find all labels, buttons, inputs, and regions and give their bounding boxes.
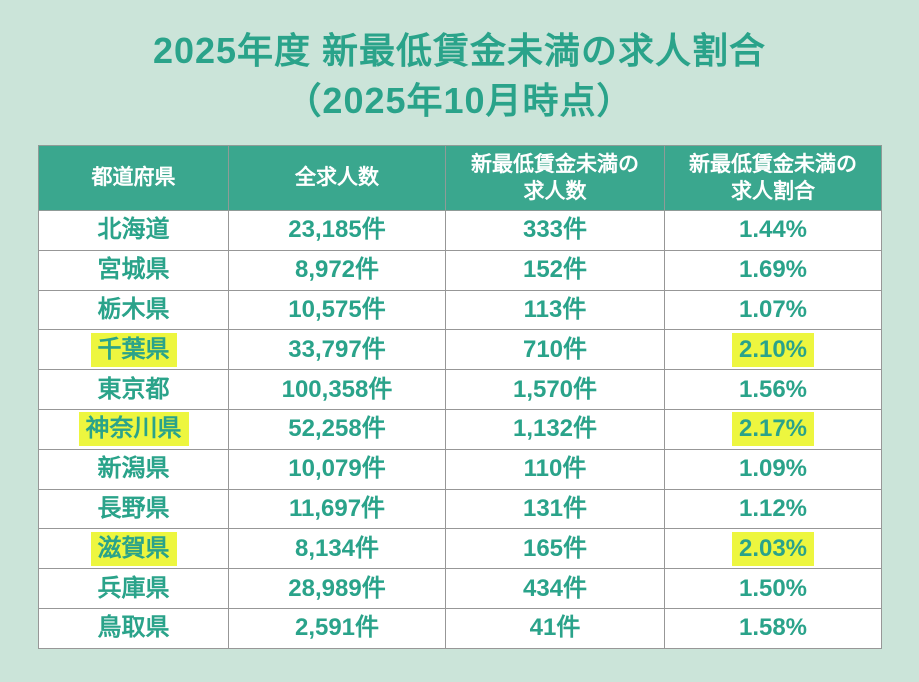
cell-total-jobs: 33,797件 <box>228 329 446 371</box>
cell-below-count: 113件 <box>445 289 665 331</box>
header-total-jobs: 全求人数 <box>228 145 446 211</box>
cell-below-count: 333件 <box>445 210 665 251</box>
cell-total-jobs: 11,697件 <box>228 488 446 530</box>
cell-total-jobs: 2,591件 <box>228 607 446 649</box>
cell-below-ratio: 2.10% <box>664 329 882 371</box>
table-body: 北海道 23,185件 333件 1.44% 宮城県 8,972件 152件 1.69% 栃木県… <box>38 210 882 649</box>
table-row: 東京都 100,358件 1,570件 1.56% <box>38 369 882 410</box>
cell-below-count: 710件 <box>445 329 665 371</box>
cell-below-ratio: 1.07% <box>664 289 882 331</box>
cell-below-count: 41件 <box>445 607 665 649</box>
cell-total-jobs: 52,258件 <box>228 408 446 450</box>
cell-below-ratio: 1.12% <box>664 488 882 530</box>
header-below-ratio: 新最低賃金未満の 求人割合 <box>664 145 882 211</box>
cell-below-count: 1,132件 <box>445 408 665 450</box>
cell-total-jobs: 10,079件 <box>228 448 446 490</box>
cell-prefecture: 新潟県 <box>38 448 229 490</box>
table-row: 新潟県 10,079件 110件 1.09% <box>38 448 882 490</box>
cell-below-ratio: 1.58% <box>664 607 882 649</box>
cell-total-jobs: 23,185件 <box>228 210 446 251</box>
cell-prefecture: 北海道 <box>38 210 229 251</box>
cell-below-ratio: 1.09% <box>664 448 882 490</box>
cell-prefecture: 鳥取県 <box>38 607 229 649</box>
table-header-row: 都道府県 全求人数 新最低賃金未満の 求人数 新最低賃金未満の 求人割合 <box>38 145 882 211</box>
highlight-mark: 神奈川県 <box>78 412 189 447</box>
page-title: 2025年度 新最低賃金未満の求人割合 （2025年10月時点） <box>0 26 919 125</box>
cell-total-jobs: 8,134件 <box>228 528 446 570</box>
cell-total-jobs: 10,575件 <box>228 289 446 331</box>
cell-below-count: 434件 <box>445 568 665 609</box>
cell-prefecture: 東京都 <box>38 369 229 410</box>
table-row: 長野県 11,697件 131件 1.12% <box>38 488 882 530</box>
highlight-mark: 2.03% <box>731 531 815 566</box>
cell-prefecture: 滋賀県 <box>38 528 229 570</box>
cell-below-ratio: 1.44% <box>664 210 882 251</box>
highlight-mark: 2.10% <box>731 332 815 367</box>
cell-below-count: 152件 <box>445 249 665 291</box>
cell-below-count: 131件 <box>445 488 665 530</box>
table-row: 神奈川県 52,258件 1,132件 2.17% <box>38 408 882 450</box>
highlight-mark: 千葉県 <box>90 332 177 367</box>
cell-total-jobs: 8,972件 <box>228 249 446 291</box>
cell-prefecture: 宮城県 <box>38 249 229 291</box>
cell-below-count: 165件 <box>445 528 665 570</box>
table-row: 鳥取県 2,591件 41件 1.58% <box>38 607 882 649</box>
header-prefecture: 都道府県 <box>38 145 229 211</box>
cell-below-count: 110件 <box>445 448 665 490</box>
cell-prefecture: 長野県 <box>38 488 229 530</box>
page-title-line2: （2025年10月時点） <box>285 79 634 121</box>
cell-below-count: 1,570件 <box>445 369 665 410</box>
header-below-count: 新最低賃金未満の 求人数 <box>445 145 665 211</box>
cell-below-ratio: 2.03% <box>664 528 882 570</box>
cell-total-jobs: 28,989件 <box>228 568 446 609</box>
cell-prefecture: 千葉県 <box>38 329 229 371</box>
table-row: 栃木県 10,575件 113件 1.07% <box>38 289 882 331</box>
highlight-mark: 滋賀県 <box>90 531 177 566</box>
table-row: 兵庫県 28,989件 434件 1.50% <box>38 568 882 609</box>
page-title-line1: 2025年度 新最低賃金未満の求人割合 <box>152 30 767 71</box>
table-row: 滋賀県 8,134件 165件 2.03% <box>38 528 882 570</box>
highlight-mark: 2.17% <box>731 412 815 447</box>
minimum-wage-table: 都道府県 全求人数 新最低賃金未満の 求人数 新最低賃金未満の 求人割合 北海道… <box>38 145 882 649</box>
cell-below-ratio: 1.69% <box>664 249 882 291</box>
cell-below-ratio: 2.17% <box>664 408 882 450</box>
cell-below-ratio: 1.50% <box>664 568 882 609</box>
cell-prefecture: 兵庫県 <box>38 568 229 609</box>
table-row: 宮城県 8,972件 152件 1.69% <box>38 249 882 291</box>
table-row: 千葉県 33,797件 710件 2.10% <box>38 329 882 371</box>
cell-total-jobs: 100,358件 <box>228 369 446 410</box>
cell-prefecture: 栃木県 <box>38 289 229 331</box>
table-row: 北海道 23,185件 333件 1.44% <box>38 210 882 251</box>
cell-prefecture: 神奈川県 <box>38 408 229 450</box>
cell-below-ratio: 1.56% <box>664 369 882 410</box>
